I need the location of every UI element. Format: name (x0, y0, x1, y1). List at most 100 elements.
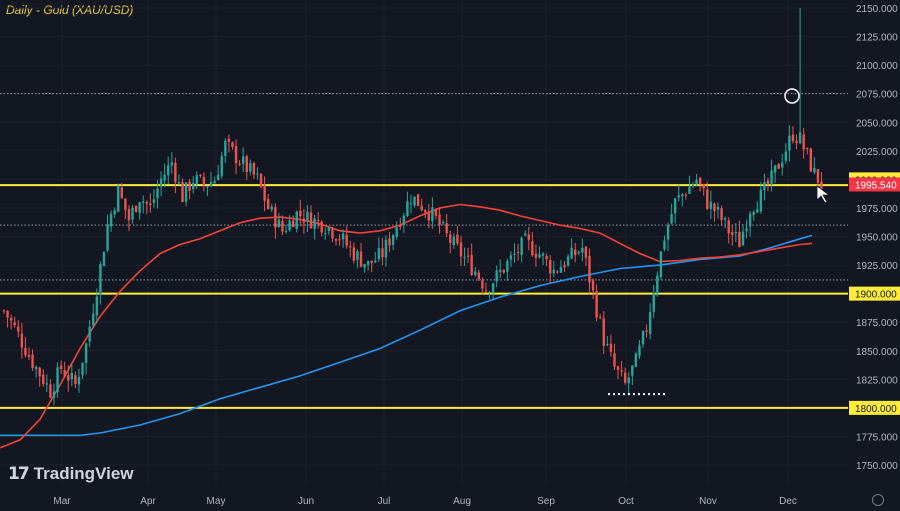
candle-body (795, 140, 798, 143)
price-axis[interactable]: 1750.000 1775.000 1825.000 1850.000 1875.000… (849, 4, 900, 472)
candle-body (516, 251, 520, 253)
month-tick-label: Apr (140, 496, 156, 507)
candle-body (641, 331, 645, 345)
candle-body (770, 170, 773, 185)
candle-body (759, 189, 763, 212)
candle-body (673, 198, 677, 214)
candle-body (441, 222, 445, 224)
candle-body (13, 322, 16, 326)
candle-body (702, 183, 705, 189)
candle-body (295, 211, 298, 229)
candle-body (345, 234, 348, 246)
candle-body (88, 326, 91, 342)
candle-body (734, 231, 738, 234)
candle-body (124, 198, 127, 211)
candle-body (659, 251, 663, 278)
candle-body (309, 212, 313, 229)
time-axis[interactable]: Mar Apr May Jun Jul Aug Sep Oct Nov Dec (53, 496, 797, 507)
candle-body (784, 151, 788, 161)
candle-body (99, 264, 102, 295)
candle-body (113, 210, 116, 215)
candle-body (781, 162, 784, 168)
candle-body (538, 254, 541, 258)
candle-body (627, 377, 630, 384)
candle-body (474, 271, 477, 276)
candle-body (220, 155, 223, 176)
month-tick-label: Jul (378, 496, 391, 507)
candle-body (17, 326, 20, 332)
candle-body (359, 251, 363, 267)
candle-body (209, 182, 213, 187)
candle-body (434, 209, 438, 216)
candle-body (324, 233, 327, 235)
candle-body (370, 260, 373, 264)
candle-body (638, 345, 641, 356)
candle-body (820, 181, 823, 189)
candle-body (549, 259, 552, 274)
candle-body (406, 201, 409, 217)
candle-body (484, 290, 488, 292)
candle-body (52, 391, 56, 398)
price-label-text: 1900.000 (855, 290, 897, 301)
candle-body (681, 194, 684, 197)
candle-body (31, 354, 34, 369)
candle-body (591, 280, 595, 291)
candle-body (459, 242, 463, 257)
month-tick-label: Mar (53, 496, 71, 507)
candle-body (534, 253, 538, 258)
candle-body (234, 146, 238, 164)
candle-body (38, 367, 41, 377)
candle-body (656, 275, 659, 294)
month-tick-label: Sep (537, 496, 555, 507)
candle-body (577, 252, 580, 254)
candle-body (470, 254, 473, 275)
candle-body (802, 134, 805, 150)
y-tick-label: 1975.000 (856, 204, 898, 215)
candle-body (63, 370, 66, 377)
month-tick-label: Dec (779, 496, 797, 507)
candle-body (631, 365, 634, 376)
candle-body (266, 198, 270, 209)
candle-body (245, 156, 248, 173)
candle-body (142, 201, 145, 203)
candle-body (84, 343, 88, 363)
candle-body (302, 218, 306, 223)
candle-body (284, 231, 288, 233)
candle-body (420, 205, 423, 211)
candle-body (524, 233, 527, 236)
candle-body (42, 374, 45, 385)
candle-body (431, 207, 434, 222)
candle-body (584, 246, 588, 258)
candle-body (77, 376, 81, 385)
candle-body (695, 179, 698, 184)
candle-body (70, 372, 74, 380)
candle-body (773, 165, 777, 173)
candles (2, 8, 823, 406)
candle-body (174, 162, 177, 182)
tradingview-logo: 𝟭𝟳 TradingView (8, 464, 134, 484)
candle-body (777, 164, 780, 169)
candle-body (184, 182, 188, 202)
candle-body (56, 367, 59, 393)
moving-average-red-line (0, 203, 813, 449)
candle-body (495, 270, 498, 282)
candle-body (45, 383, 49, 385)
candle-body (788, 135, 791, 151)
candle-body (6, 310, 9, 318)
candle-body (277, 219, 281, 228)
candle-body (259, 173, 263, 187)
y-tick-label: 1950.000 (856, 233, 898, 244)
candle-body (131, 207, 134, 220)
settings-icon[interactable] (872, 494, 884, 506)
candle-body (334, 239, 338, 241)
candle-body (424, 210, 427, 213)
candle-body (327, 227, 331, 232)
candle-body (117, 185, 120, 212)
candle-body (623, 372, 627, 383)
y-tick-label: 2125.000 (856, 33, 898, 44)
candle-body (677, 195, 680, 198)
month-tick-label: Oct (618, 496, 634, 507)
candle-body (481, 280, 484, 289)
candle-body (149, 203, 152, 205)
